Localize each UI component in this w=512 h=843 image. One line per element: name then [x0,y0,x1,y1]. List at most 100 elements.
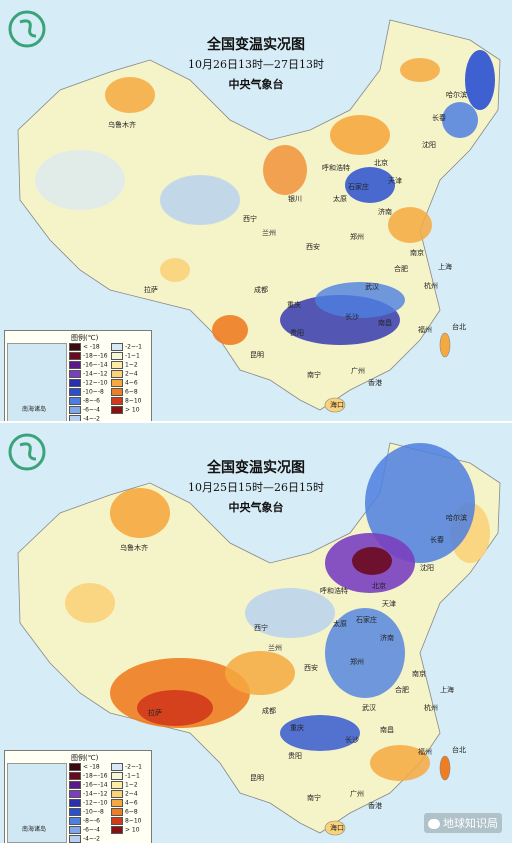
city-label: 成都 [254,286,268,294]
map-legend: 南海诸岛 图例(℃) < -18 -18~-16 -16~-14 -14~-12… [4,750,152,843]
legend-item: 8~10 [111,817,141,825]
legend-swatch [111,343,123,351]
hainan-island [324,820,346,836]
legend-item: -2~-1 [111,763,142,771]
city-label: 拉萨 [144,286,158,294]
city-label: 郑州 [350,233,364,241]
city-label: 贵阳 [290,329,304,337]
cool-area [280,715,360,751]
cool-area [315,282,405,318]
city-label: 武汉 [362,704,376,712]
map-title: 全国变温实况图 [207,37,305,53]
legend-swatch [69,415,81,421]
legend-swatch [69,835,81,843]
city-label: 西安 [304,664,318,672]
legend-item: -14~-12 [69,370,108,378]
city-label: 海口 [330,824,344,832]
city-label: 长沙 [345,736,359,744]
city-label: 天津 [382,600,396,608]
legend-swatch [69,781,81,789]
city-label: 北京 [372,582,386,590]
city-label: 石家庄 [348,183,369,191]
legend-item: -12~-10 [69,799,108,807]
inset-label: 南海诸岛 [22,406,47,413]
warm-area [105,77,155,113]
cool-area [345,167,395,203]
wechat-icon [428,819,440,829]
legend-item: < -18 [69,343,100,351]
legend-swatch [69,799,81,807]
legend-swatch [111,763,123,771]
cma-logo-icon [8,10,46,48]
legend-swatch [69,343,81,351]
warm-area [263,145,307,195]
watermark: 地球知识局 [424,813,502,833]
city-label: 西安 [306,243,320,251]
cool-area [160,175,240,225]
legend-item: > 10 [111,406,140,414]
legend-swatch [111,826,123,834]
legend-item: -16~-14 [69,781,108,789]
map-period: 10月25日15时—26日15时 [188,481,324,494]
legend-item: -18~-16 [69,352,108,360]
legend-item: 4~6 [111,799,138,807]
legend-swatch [69,352,81,360]
legend-item: -2~-1 [111,343,142,351]
city-label: 上海 [438,263,452,271]
legend-item: -10~-8 [69,388,104,396]
city-label: 呼和浩特 [320,587,348,595]
legend-item: 8~10 [111,397,141,405]
cool-area [35,150,125,210]
cool-area [442,102,478,138]
city-label: 银川 [288,195,302,203]
legend-swatch [69,817,81,825]
cool-area [325,608,405,698]
city-label: 台北 [452,746,466,754]
city-label: 杭州 [424,282,438,290]
warm-area [110,488,170,538]
map-panel-top: 全国变温实况图 10月26日13时—27日13时 中央气象台 乌鲁木齐 哈尔滨 … [0,0,512,421]
city-label: 武汉 [365,283,379,291]
legend-item: -12~-10 [69,379,108,387]
cma-logo-icon [8,433,46,471]
city-label: 香港 [368,379,382,387]
city-label: 拉萨 [148,709,162,717]
legend-swatch [69,790,81,798]
map-agency: 中央气象台 [228,78,284,91]
legend-title: 图例(℃) [71,754,99,762]
legend-swatch [111,361,123,369]
legend-swatch [111,388,123,396]
legend-item: -10~-8 [69,808,104,816]
legend-swatch [111,817,123,825]
legend-item: 2~4 [111,790,138,798]
city-label: 昆明 [250,351,264,359]
city-label: 西宁 [243,215,257,223]
city-label: 合肥 [395,686,409,694]
legend-item: -18~-16 [69,772,108,780]
warm-area [330,115,390,155]
legend-swatch [111,352,123,360]
city-label: 长春 [432,114,446,122]
legend-item: -8~-6 [69,397,100,405]
city-label: 香港 [368,802,382,810]
map-period: 10月26日13时—27日13时 [188,58,324,71]
city-label: 南昌 [378,319,392,327]
city-label: 呼和浩特 [322,164,350,172]
legend-item: 1~2 [111,361,138,369]
legend-swatch [111,799,123,807]
city-label: 济南 [378,208,392,216]
legend-swatch [111,781,123,789]
city-label: 成都 [262,707,276,715]
city-label: 兰州 [262,229,276,237]
city-label: 长沙 [345,313,359,321]
city-label: 西宁 [254,624,268,632]
city-label: 济南 [380,634,394,642]
legend-swatch [111,406,123,414]
warm-area [65,583,115,623]
legend-swatch [111,397,123,405]
city-label: 台北 [452,323,466,331]
cool-area [352,547,392,575]
legend-item: -8~-6 [69,817,100,825]
south-china-sea-inset: 南海诸岛 [7,763,67,843]
city-label: 石家庄 [356,616,377,624]
